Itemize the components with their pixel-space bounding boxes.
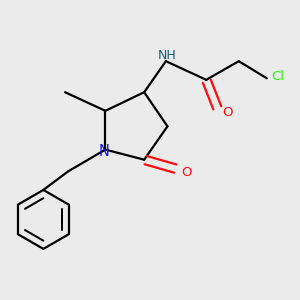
Text: NH: NH [157,49,176,62]
Text: N: N [98,144,109,159]
Text: Cl: Cl [271,70,284,83]
Text: O: O [182,166,192,178]
Text: O: O [223,106,233,119]
